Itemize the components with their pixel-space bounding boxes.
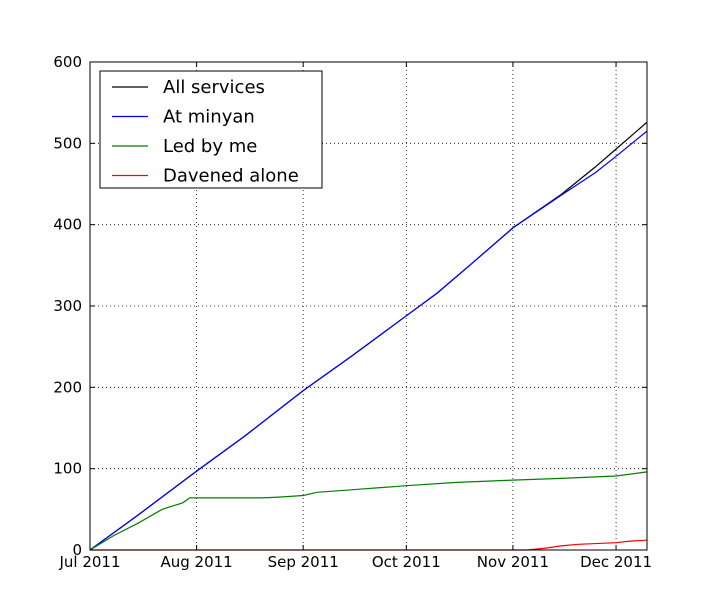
legend-label: Led by me	[163, 136, 257, 157]
x-tick-label: Dec 2011	[580, 553, 652, 571]
legend-label: All services	[163, 77, 265, 98]
y-tick-label: 200	[53, 378, 82, 396]
legend-label: At minyan	[163, 107, 255, 128]
y-tick-label: 600	[53, 53, 82, 71]
y-tick-label: 100	[53, 460, 82, 478]
legend-label: Davened alone	[163, 166, 299, 187]
x-tick-label: Nov 2011	[477, 553, 549, 571]
x-tick-label: Oct 2011	[372, 553, 441, 571]
y-tick-label: 500	[53, 134, 82, 152]
legend-box	[99, 70, 323, 189]
y-tick-label: 0	[72, 541, 82, 559]
x-tick-label: Sep 2011	[268, 553, 339, 571]
x-tick-label: Aug 2011	[160, 553, 232, 571]
legend: All services At minyan Led by me Davened al…	[99, 70, 323, 189]
y-tick-label: 400	[53, 216, 82, 234]
series-line-at-minyan	[89, 130, 648, 551]
x-tick-label: Jul 2011	[58, 553, 120, 571]
axis-ticks: 0 100 200 300 400 500 600 Jul 2011 Aug 2011 Sep 2…	[53, 53, 652, 571]
y-tick-label: 300	[53, 297, 82, 315]
series-line-davened-alone	[90, 539, 648, 551]
series-line-led-by-me	[89, 471, 648, 551]
